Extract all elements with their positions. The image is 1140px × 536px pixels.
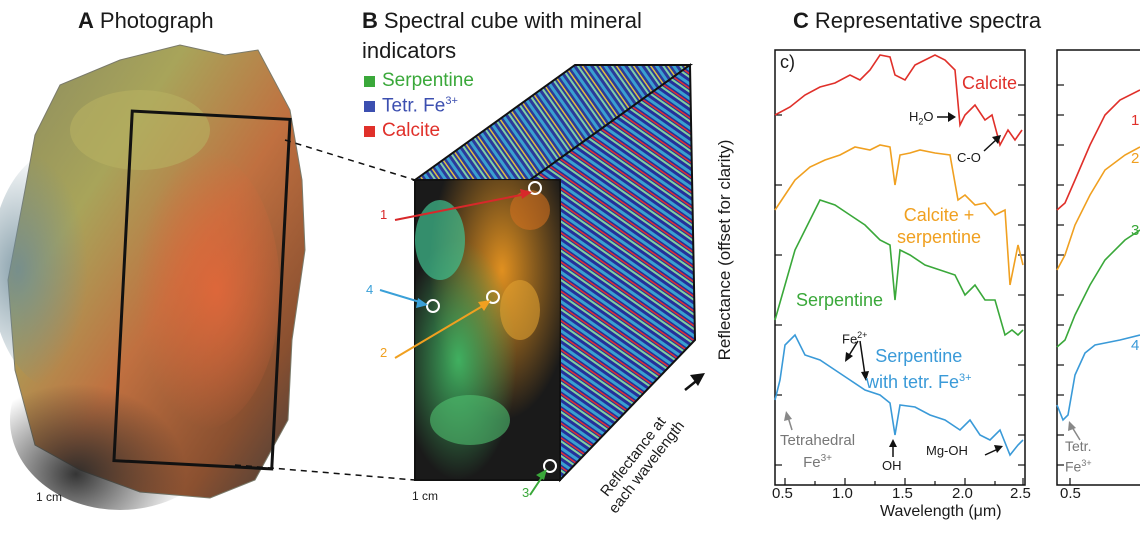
x-tick-label-0.5: 0.5 [772, 485, 793, 502]
point-label-2: 2 [380, 345, 388, 360]
x-tick-label-2.0: 2.0 [952, 485, 973, 502]
panel-c-title: C Representative spectra [793, 8, 1041, 34]
inset-annotation-sup: 3+ [1081, 458, 1092, 468]
annotation-h2o-sub: 2 [918, 116, 924, 127]
label-serpentine-fe-line1: Serpentine [875, 346, 963, 366]
inset-annotation: Tetr. Fe3+ [1065, 438, 1092, 476]
annotation-oh: OH [882, 458, 902, 473]
annotation-tetrahedral-sup: 3+ [820, 453, 832, 464]
x-tick-label-2.5: 2.5 [1010, 485, 1031, 502]
inset-plot-frame [1056, 49, 1140, 486]
label-calcite-serpentine: Calcite + serpentine [897, 204, 981, 248]
panel-a-title: A Photograph [78, 8, 214, 34]
legend-serpentine: Serpentine [364, 70, 474, 92]
label-calcite-serpentine-line1: Calcite + [903, 205, 975, 225]
selection-rectangle [112, 109, 292, 471]
annotation-fe2-fe: Fe [842, 331, 858, 347]
panel-a-title-text: Photograph [99, 8, 214, 33]
dashed-connectors [234, 139, 416, 481]
panel-b-title-line2: indicators [362, 38, 457, 63]
label-calcite: Calcite [962, 73, 1018, 93]
panel-a-scale: 1 cm [36, 490, 63, 504]
panel-b-title: B Spectral cube with mineral [362, 8, 642, 34]
legend-label-calcite: Calcite [382, 120, 441, 141]
label-serpentine-fe-line2: with tetr. Fe [866, 372, 960, 392]
label-serpentine-fe: Serpentine with tetr. Fe3+ [866, 345, 972, 393]
label-serpentine-fe-sup: 3+ [959, 372, 972, 384]
legend-swatch-serpentine [364, 75, 375, 87]
legend-tetr-fe: Tetr. Fe3+ [364, 95, 458, 117]
rock-photograph [0, 44, 306, 510]
annotation-mgoh: Mg-OH [926, 443, 968, 458]
y-axis-label: Reflectance (offset for clarity) [715, 139, 734, 361]
point-label-4: 4 [366, 282, 374, 297]
inset-label-2: 2 [1131, 150, 1140, 167]
panel-c-letter: C [793, 8, 809, 33]
inset-spectrum-serp-fe [1056, 334, 1140, 422]
label-serpentine: Serpentine [796, 290, 884, 310]
cube-point-3 [543, 459, 557, 473]
inset-label-1: 1 [1131, 112, 1140, 129]
spectrum-calcite-serpentine [774, 144, 1024, 286]
panel-b-letter: B [362, 8, 378, 33]
cube-point-4 [426, 299, 440, 313]
spectra-plot [774, 49, 1140, 486]
legend-swatch-tetr-fe [364, 100, 375, 112]
cube-point-1 [528, 181, 542, 195]
inset-spectrum-calcite-serp [1056, 146, 1140, 271]
inset-spectrum-serpentine [1056, 229, 1140, 348]
cube-point-2 [486, 290, 500, 304]
legend-calcite: Calcite [364, 120, 440, 142]
spectrum-calcite [774, 54, 1023, 148]
inset-spectrum-calcite [1056, 89, 1140, 211]
inset-x-tick-label: 0.5 [1060, 485, 1081, 502]
annotation-tetrahedral-line1: Tetrahedral [780, 432, 856, 449]
point-label-3: 3 [522, 485, 530, 500]
main-plot-frame [774, 49, 1026, 486]
inset-label-4: 4 [1131, 337, 1140, 354]
legend-swatch-calcite [364, 125, 375, 137]
spectral-cube [379, 63, 705, 496]
annotation-h2o: H2O [909, 109, 934, 127]
x-ticks [784, 478, 1024, 485]
legend-label-tetr-fe-sup: 3+ [445, 95, 458, 107]
annotation-h2o-o: O [923, 109, 934, 124]
x-tick-label-1.0: 1.0 [832, 485, 853, 502]
annotation-fe2-sup: 2+ [857, 330, 868, 340]
annotation-h2o-h: H [909, 109, 919, 124]
x-tick-label-1.5: 1.5 [892, 485, 913, 502]
annotation-co: C-O [957, 150, 981, 165]
point-label-1: 1 [380, 207, 388, 222]
panel-b-scale: 1 cm [412, 489, 439, 503]
annotation-fe2: Fe2+ [842, 330, 867, 346]
x-axis-label: Wavelength (μm) [880, 503, 1002, 520]
annotation-tetrahedral-fe: Fe [803, 454, 821, 471]
spectrum-serpentine-fe [774, 333, 1024, 457]
panel-c-title-text: Representative spectra [814, 8, 1042, 33]
panel-a-letter: A [78, 8, 94, 33]
legend-label-tetr-fe: Tetr. Fe [382, 95, 446, 117]
inset-annotation-fe: Fe [1065, 458, 1082, 475]
subpanel-label: c) [780, 52, 795, 72]
inset-annotation-line1: Tetr. [1065, 438, 1092, 454]
inset-label-3: 3 [1131, 222, 1140, 239]
label-calcite-serpentine-line2: serpentine [897, 227, 982, 247]
annotation-tetrahedral: Tetrahedral Fe3+ [780, 432, 855, 472]
spectrum-serpentine [774, 199, 1024, 337]
panel-b-title-line1: Spectral cube with mineral [383, 8, 642, 33]
legend-label-serpentine: Serpentine [382, 70, 474, 91]
